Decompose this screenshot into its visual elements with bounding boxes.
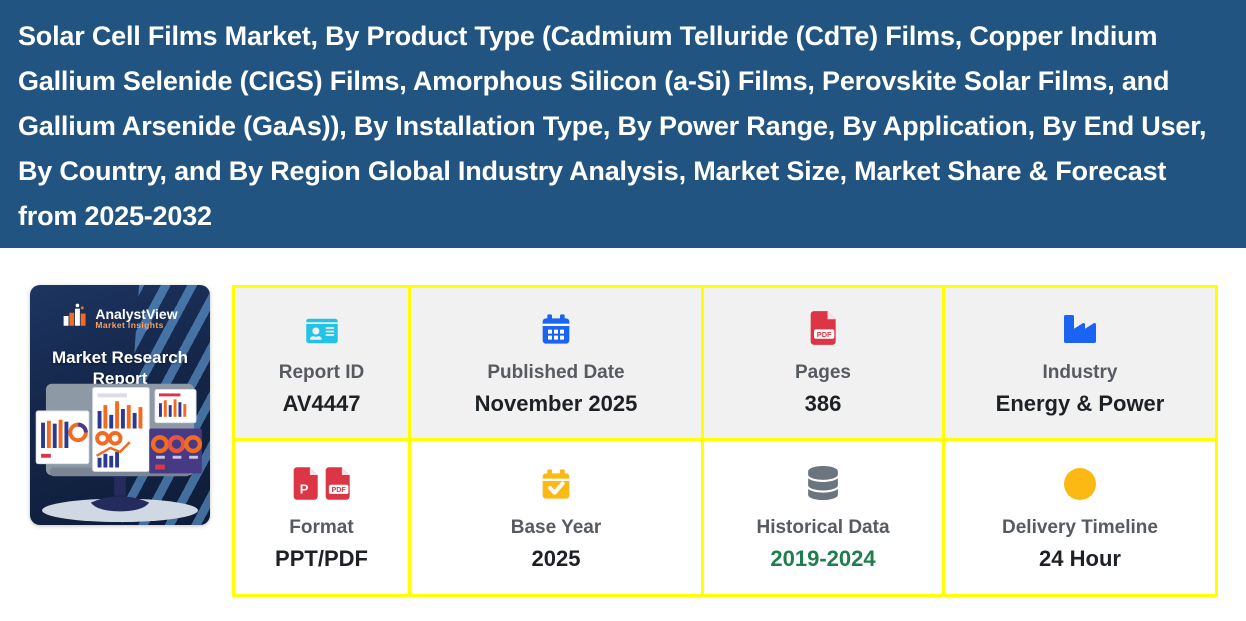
- brand-name: AnalystView: [95, 305, 178, 322]
- calendar-icon: [540, 309, 572, 345]
- svg-text:P: P: [299, 481, 308, 496]
- report-summary-section: AnalystView Market Insights Market Resea…: [0, 248, 1246, 621]
- info-card-label: Published Date: [487, 362, 625, 383]
- info-card-value: AV4447: [282, 391, 361, 416]
- calendar-check-icon: [540, 464, 572, 500]
- svg-text:PDF: PDF: [816, 330, 831, 339]
- report-cover-thumbnail[interactable]: AnalystView Market Insights Market Resea…: [30, 285, 210, 525]
- info-card-published-date: Published Date November 2025: [411, 288, 701, 438]
- info-card-value: PPT/PDF: [275, 545, 368, 571]
- monitor-illustration: [32, 372, 208, 525]
- info-card-historical-data: Historical Data 2019-2024: [704, 441, 942, 594]
- info-card-label: Historical Data: [756, 516, 890, 538]
- info-card-report-id: Report ID AV4447: [235, 288, 408, 438]
- info-card-value: 2025: [531, 545, 581, 571]
- bar-chart-logo-icon: [62, 303, 88, 334]
- info-card-industry: Industry Energy & Power: [945, 288, 1215, 438]
- info-card-label: Industry: [1042, 362, 1118, 383]
- svg-text:PDF: PDF: [331, 485, 346, 493]
- id-card-icon: [304, 309, 340, 345]
- info-card-value: 2019-2024: [770, 545, 876, 571]
- page-title: Solar Cell Films Market, By Product Type…: [18, 21, 1207, 231]
- info-card-pages: PDF Pages 386: [704, 288, 942, 438]
- info-card-base-year: Base Year 2025: [411, 441, 701, 594]
- info-card-value: 24 Hour: [1039, 545, 1121, 571]
- clock-icon: [1064, 464, 1096, 500]
- info-card-label: Delivery Timeline: [1002, 516, 1158, 538]
- info-card-value: Energy & Power: [995, 391, 1165, 416]
- info-card-label: Pages: [795, 362, 851, 383]
- database-icon: [808, 464, 838, 500]
- report-info-grid: Report ID AV4447 Published Dat: [232, 285, 1218, 597]
- info-card-delivery-timeline: Delivery Timeline 24 Hour: [945, 441, 1215, 594]
- info-card-value: November 2025: [474, 391, 638, 416]
- pdf-file-icon: PDF: [810, 309, 837, 345]
- info-card-format: P PDF Format PPT/PDF: [235, 441, 408, 594]
- brand-tagline: Market Insights: [95, 320, 164, 331]
- ppt-pdf-files-icon: P PDF: [293, 464, 351, 500]
- factory-icon: [1063, 309, 1097, 345]
- info-card-label: Format: [289, 516, 354, 538]
- info-card-value: 386: [804, 391, 842, 416]
- info-card-label: Base Year: [510, 516, 602, 538]
- cover-caption: Market Research Report: [51, 348, 189, 388]
- brand-logo: AnalystView Market Insights: [30, 303, 210, 334]
- report-title-banner: Solar Cell Films Market, By Product Type…: [0, 0, 1246, 248]
- info-card-label: Report ID: [278, 362, 365, 383]
